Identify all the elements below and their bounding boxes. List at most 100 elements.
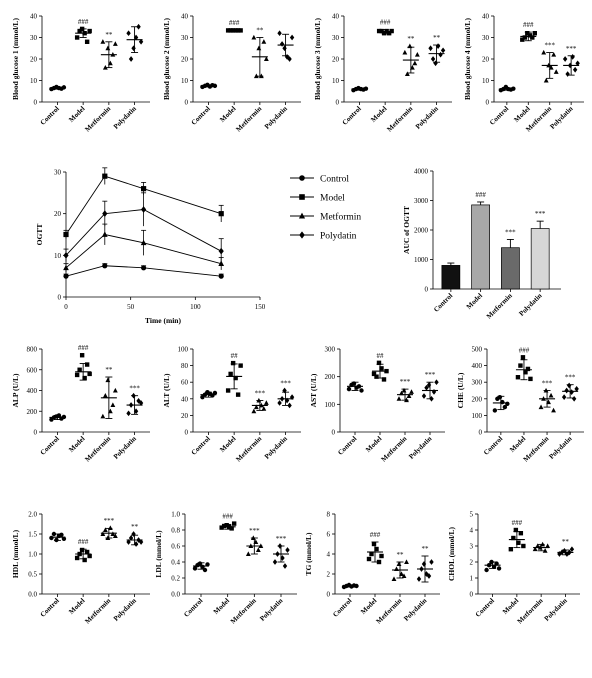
y-tick-label: 2000 [414,227,429,235]
data-point [440,47,446,54]
y-tick-label: 1 [470,575,474,583]
data-point [219,525,224,530]
significance-label: *** [542,380,553,388]
x-category-label: Metformin [516,597,545,626]
x-category-label: Control [482,435,504,457]
data-point [532,31,537,36]
data-point [141,206,147,213]
x-tick-label: 50 [127,303,135,311]
data-point [416,576,422,582]
y-axis-label: CHE (U/L) [456,372,465,408]
data-point [535,543,541,548]
data-point [381,377,387,382]
significance-label: ### [78,18,89,26]
data-point [192,566,198,571]
data-point [542,548,548,553]
data-point [433,60,438,67]
significance-label: ### [78,538,89,546]
data-point [571,395,577,402]
y-tick-label: 0.4 [171,559,180,567]
x-category-label: Control [190,435,212,457]
data-point [63,273,69,279]
panel-auc: 0 1000 2000 3000 4000 AUC of OGTT Control Model… [402,168,561,321]
x-category-label: Control [39,597,61,619]
y-tick-label: 40 [332,13,340,21]
data-point [520,37,525,42]
x-category-label: Polydatin [518,292,544,318]
y-tick-label: 400 [27,387,38,395]
data-point [484,567,489,573]
panel-tg: 0 2 4 6 8 TG (mmol/L) Control Model ### Metformin… [304,511,440,626]
y-tick-label: 0 [34,429,38,437]
data-point [49,535,54,541]
data-point [532,546,538,552]
y-tick-label: 0 [327,591,331,599]
y-tick-label: 500 [472,346,483,354]
data-point [251,34,257,40]
data-point [74,35,80,40]
x-category-label: Model [513,105,532,124]
y-axis-label: OGTT [35,224,44,246]
data-point [105,45,111,51]
data-point [508,547,514,552]
data-point [233,375,238,381]
y-tick-label: 0.0 [28,591,37,599]
data-point [431,389,437,395]
data-point [369,551,374,557]
y-tick-label: 2.0 [28,511,37,519]
data-point [384,28,389,34]
x-category-label: Model [359,597,378,616]
x-category-label: Metformin [386,105,415,134]
data-point [82,375,87,381]
x-category-label: Polydatin [543,597,569,623]
y-tick-label: 300 [472,379,483,387]
y-tick-label: 3000 [414,197,429,205]
significance-label: *** [276,535,287,543]
panel-ldl: 0.0 0.2 0.4 0.6 0.8 1.0 LDL (mmol/L) Control Mod… [154,511,297,626]
data-point [218,273,224,279]
data-point [538,404,544,410]
data-point [511,535,516,541]
x-category-label: Metformin [235,435,264,464]
data-point [505,401,510,406]
panel-che: 0 100 200 300 400 500 CHE (U/L) Control Model ###… [456,346,584,464]
y-tick-label: 4000 [414,168,429,176]
y-tick-label: 800 [27,346,38,354]
data-point [374,374,379,379]
data-point [521,543,526,549]
significance-label: *** [535,210,546,218]
data-point [253,404,259,410]
data-point [492,408,498,413]
data-point [376,559,382,565]
data-point [513,527,519,533]
x-category-label: Metformin [380,435,409,464]
data-point [112,41,118,46]
data-point [255,547,261,552]
y-tick-label: 10 [30,77,38,85]
data-point [287,402,292,409]
y-tick-label: 0 [470,591,474,599]
significance-label: ** [562,538,570,546]
data-point [126,30,131,37]
x-category-label: Polydatin [112,435,138,461]
data-point [516,540,521,545]
data-point [421,561,427,567]
data-point [359,388,364,393]
data-point [102,210,108,218]
data-point [430,56,436,62]
significance-label: *** [104,517,115,525]
y-tick-label: 400 [472,362,483,370]
data-point [63,251,69,259]
y-tick-label: 100 [178,346,189,354]
y-tick-label: 300 [325,346,336,354]
data-point [110,402,116,408]
y-tick-label: 60 [181,379,189,387]
significance-label: *** [400,378,411,386]
x-category-label: Control [331,597,353,619]
significance-label: ### [222,513,233,521]
data-point [231,521,237,526]
x-category-label: Model [67,435,86,454]
data-point [272,559,278,565]
data-point [256,45,262,51]
data-point [112,533,118,538]
